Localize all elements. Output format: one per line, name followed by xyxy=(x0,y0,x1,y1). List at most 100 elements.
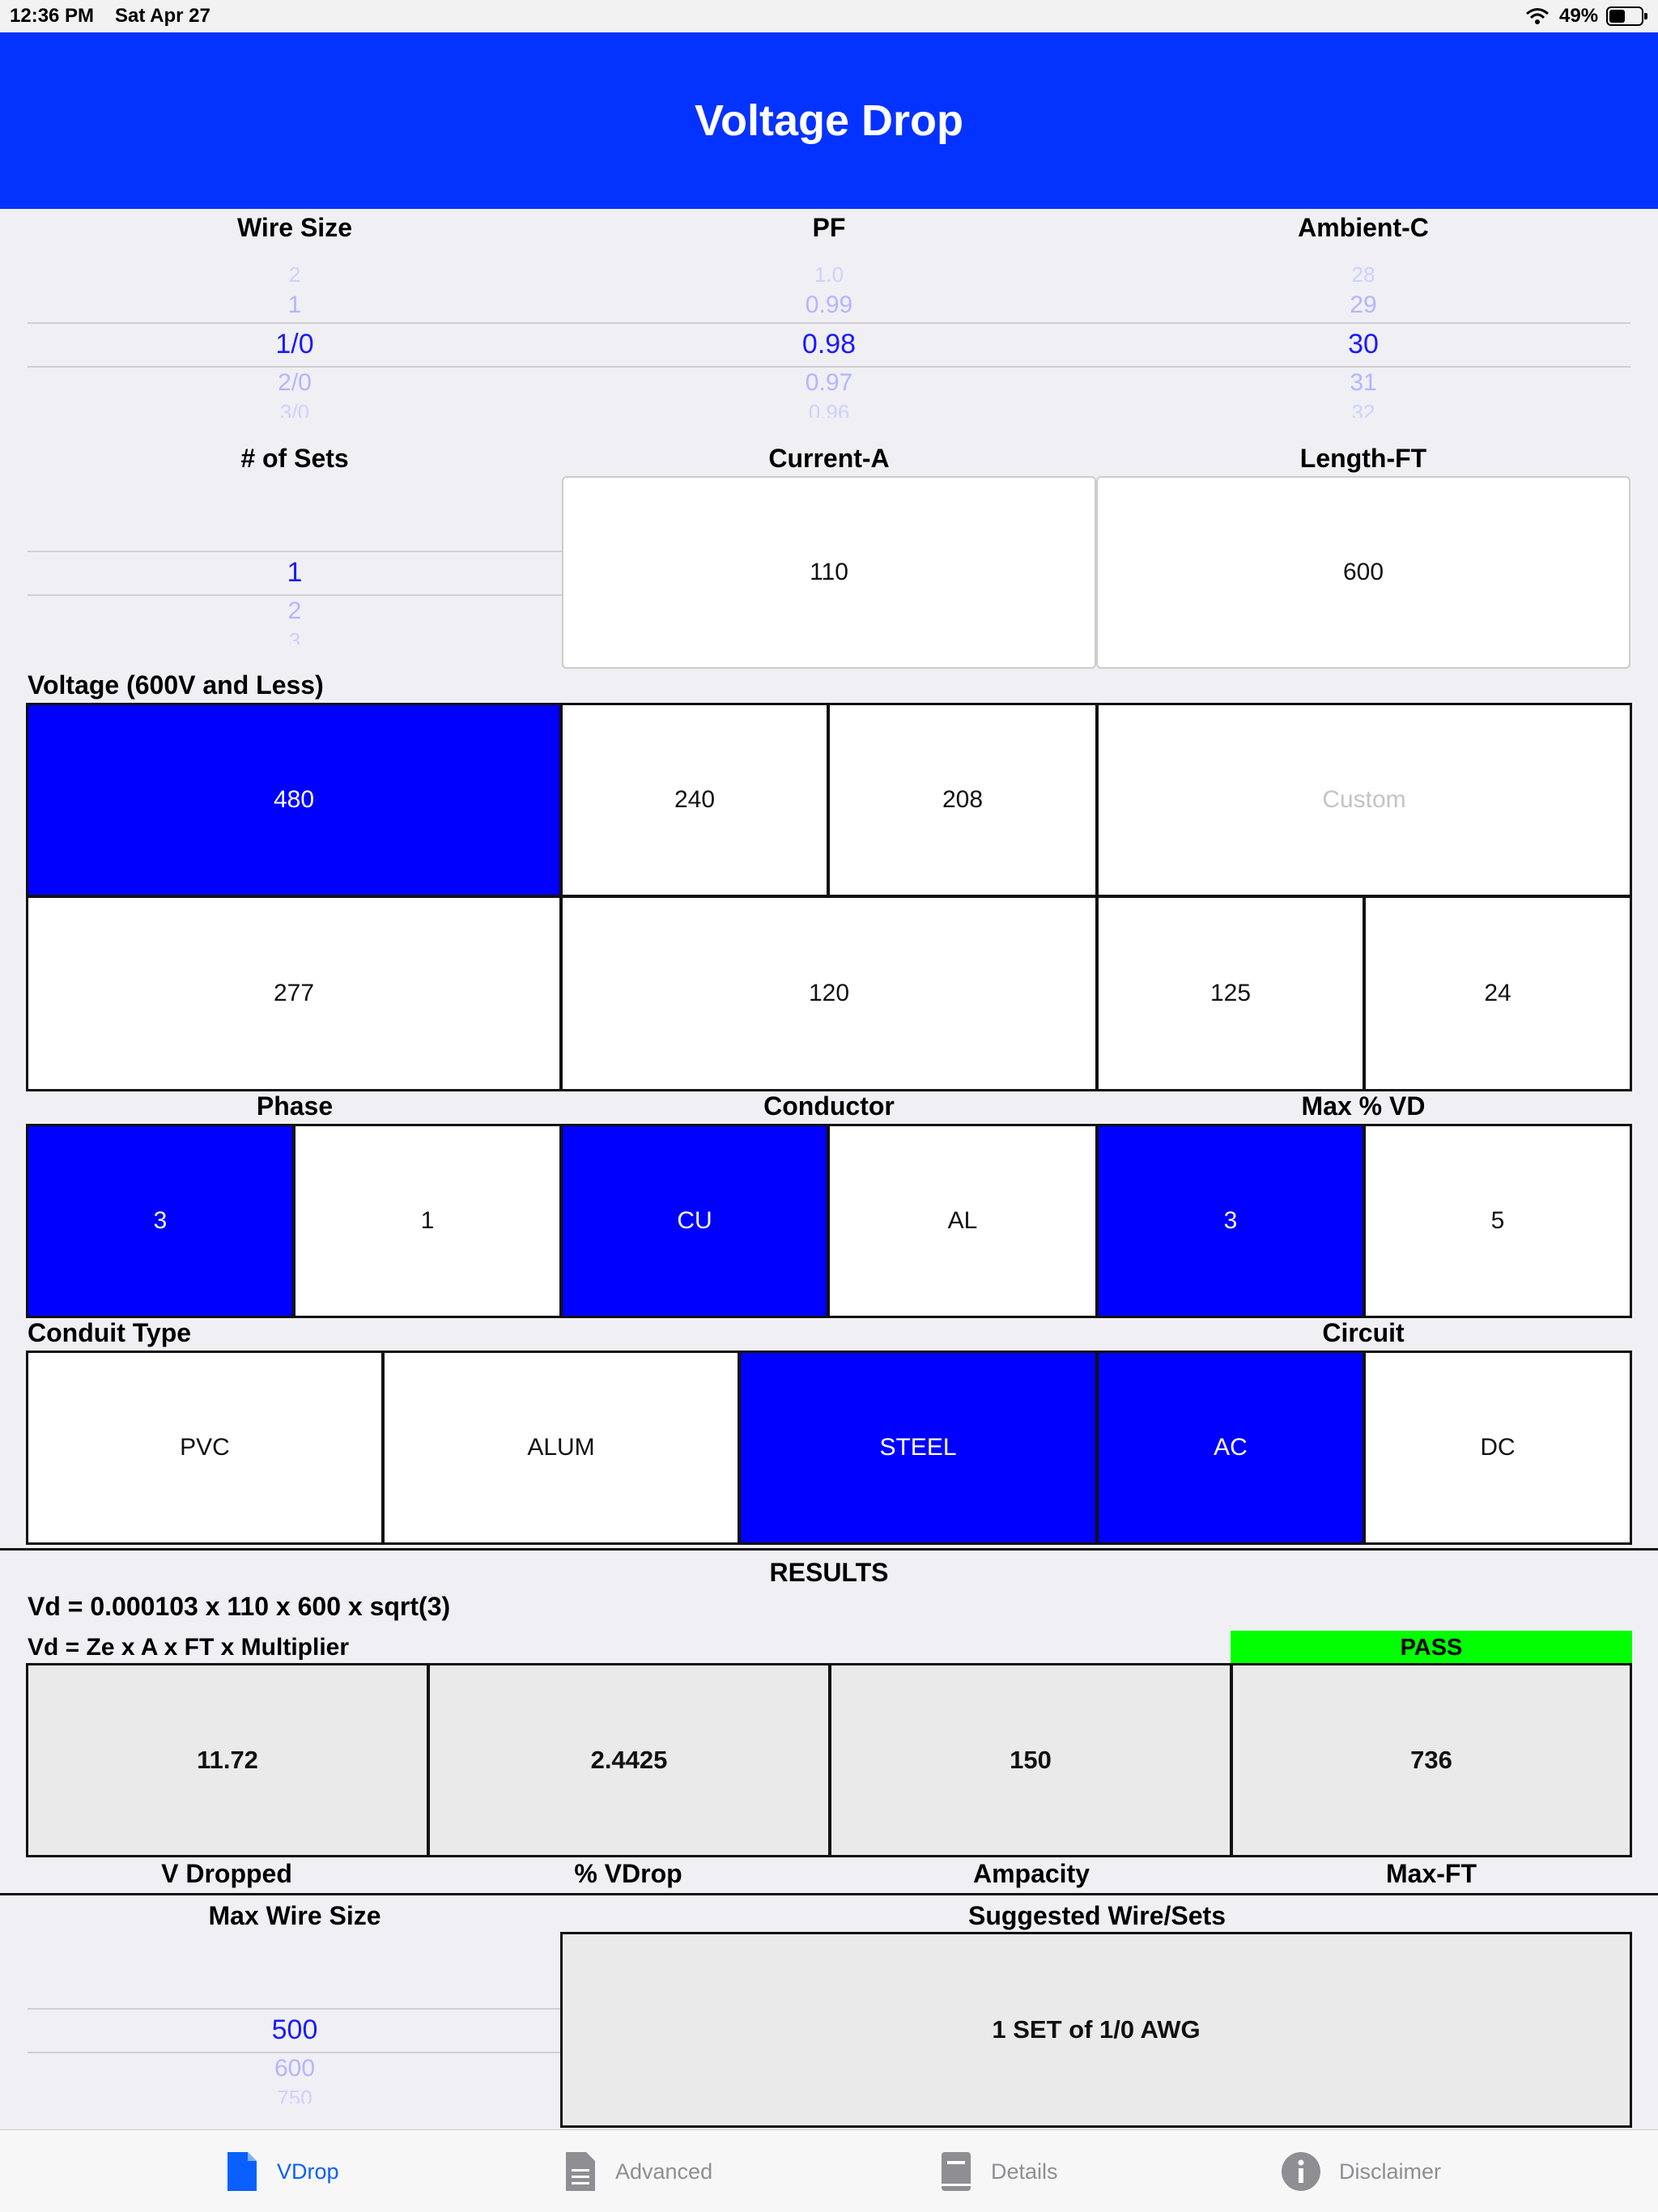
voltage-120-button[interactable]: 120 xyxy=(560,895,1098,1091)
picker-item[interactable]: 2 xyxy=(288,262,301,283)
pct-vdrop-value: 2.4425 xyxy=(427,1663,831,1857)
suggested-wire-output: 1 SET of 1/0 AWG xyxy=(560,1932,1632,2128)
current-label: Current-A xyxy=(768,444,890,473)
picker-item-selected[interactable]: 500 xyxy=(271,2014,318,2045)
voltage-480-button[interactable]: 480 xyxy=(26,703,562,897)
length-input[interactable]: 600 xyxy=(1096,476,1630,669)
divider xyxy=(0,1548,1658,1551)
document-icon xyxy=(227,2152,257,2191)
picker-item-selected[interactable]: 1 xyxy=(287,557,303,588)
picker-item[interactable]: 0.96 xyxy=(808,400,850,418)
length-value: 600 xyxy=(1342,559,1384,585)
ampacity-value: 150 xyxy=(829,1663,1232,1857)
tab-disclaimer[interactable]: Disclaimer xyxy=(1281,2131,1441,2212)
divider xyxy=(0,1893,1658,1895)
voltage-277-button[interactable]: 277 xyxy=(26,895,562,1091)
ambient-label: Ambient-C xyxy=(1298,213,1429,242)
picker-item-selected[interactable]: 1/0 xyxy=(275,329,314,359)
voltage-240-button[interactable]: 240 xyxy=(560,703,829,897)
suggested-label: Suggested Wire/Sets xyxy=(967,1901,1226,1930)
sets-picker[interactable]: 1 2 3 xyxy=(28,518,562,648)
ambient-picker[interactable]: 28 29 30 31 32 xyxy=(1096,259,1630,421)
wire-size-picker[interactable]: 2 1 1/0 2/0 3/0 xyxy=(28,259,562,421)
phase-3-button[interactable]: 3 xyxy=(26,1124,295,1318)
picker-item[interactable]: 28 xyxy=(1351,262,1375,283)
custom-voltage-input[interactable]: Custom xyxy=(1096,703,1632,897)
picker-item[interactable]: 31 xyxy=(1350,369,1377,396)
conduit-pvc-button[interactable]: PVC xyxy=(26,1351,384,1545)
button-label: 3 xyxy=(1223,1207,1238,1234)
button-label: 120 xyxy=(808,980,850,1006)
voltage-208-button[interactable]: 208 xyxy=(827,703,1098,897)
button-label: AC xyxy=(1214,1434,1248,1461)
picker-item[interactable]: 750 xyxy=(277,2086,312,2104)
phase-1-button[interactable]: 1 xyxy=(293,1124,562,1318)
picker-item[interactable]: 0.99 xyxy=(805,291,853,318)
pf-picker[interactable]: 1.0 0.99 0.98 0.97 0.96 xyxy=(562,259,1096,421)
result-value: 150 xyxy=(1010,1746,1052,1774)
conduit-steel-button[interactable]: STEEL xyxy=(738,1351,1098,1545)
picker-item[interactable]: 600 xyxy=(274,2055,316,2082)
picker-item[interactable]: 2 xyxy=(287,598,302,624)
max-vd-label: Max % VD xyxy=(1301,1091,1426,1121)
v-dropped-value: 11.72 xyxy=(26,1663,429,1857)
phase-label: Phase xyxy=(256,1091,334,1121)
current-value: 110 xyxy=(810,559,848,585)
picker-item-selected[interactable]: 0.98 xyxy=(801,329,857,359)
picker-item[interactable]: 1.0 xyxy=(814,262,844,283)
tab-bar xyxy=(0,2129,1658,2212)
voltage-24-button[interactable]: 24 xyxy=(1363,895,1632,1091)
circuit-label: Circuit xyxy=(1322,1318,1405,1347)
conductor-cu-button[interactable]: CU xyxy=(560,1124,829,1318)
voltage-label: Voltage (600V and Less) xyxy=(28,670,324,700)
results-formula-general: Vd = Ze x A x FT x Multiplier xyxy=(28,1634,350,1661)
picker-item[interactable]: 0.97 xyxy=(805,369,853,396)
page-header: Voltage Drop xyxy=(0,32,1658,209)
picker-item[interactable]: 3/0 xyxy=(279,400,310,418)
status-badge: PASS xyxy=(1231,1631,1632,1665)
suggested-value: 1 SET of 1/0 AWG xyxy=(992,2015,1201,2044)
max-ft-value: 736 xyxy=(1231,1663,1632,1857)
picker-item[interactable]: 3 xyxy=(288,628,301,644)
button-label: 125 xyxy=(1209,980,1252,1006)
circuit-dc-button[interactable]: DC xyxy=(1363,1351,1632,1545)
picker-item[interactable]: 29 xyxy=(1350,291,1377,318)
tab-details[interactable]: Details xyxy=(939,2131,1058,2212)
v-dropped-label: V Dropped xyxy=(161,1859,292,1888)
info-icon xyxy=(1282,2152,1320,2191)
picker-item[interactable]: 1 xyxy=(287,291,302,318)
picker-item[interactable]: 32 xyxy=(1351,400,1375,418)
tab-vdrop[interactable]: VDrop xyxy=(225,2131,339,2212)
current-input[interactable]: 110 xyxy=(562,476,1096,669)
tab-label: VDrop xyxy=(277,2159,339,2184)
battery-percent: 49% xyxy=(1559,5,1599,27)
button-label: CU xyxy=(677,1207,712,1234)
button-label: 240 xyxy=(674,786,716,813)
picker-item-selected[interactable]: 30 xyxy=(1348,329,1379,359)
button-label: DC xyxy=(1480,1434,1516,1461)
voltage-125-button[interactable]: 125 xyxy=(1096,895,1365,1091)
page-title: Voltage Drop xyxy=(694,96,963,145)
length-label: Length-FT xyxy=(1299,444,1427,473)
max-vd-5-button[interactable]: 5 xyxy=(1363,1124,1632,1318)
button-label: STEEL xyxy=(879,1434,957,1461)
max-wire-picker[interactable]: 500 600 750 xyxy=(28,1976,562,2105)
pf-label: PF xyxy=(812,213,846,242)
button-label: PVC xyxy=(180,1434,230,1461)
sets-label: # of Sets xyxy=(240,444,349,473)
result-value: 11.72 xyxy=(197,1746,258,1774)
result-value: 2.4425 xyxy=(590,1746,668,1774)
battery-icon xyxy=(1606,6,1647,26)
button-label: 24 xyxy=(1484,980,1511,1006)
picker-item[interactable]: 2/0 xyxy=(278,369,312,396)
tab-advanced[interactable]: Advanced xyxy=(563,2131,712,2212)
book-icon xyxy=(942,2152,971,2191)
status-bar: 12:36 PM Sat Apr 27 49% xyxy=(0,0,1658,32)
circuit-ac-button[interactable]: AC xyxy=(1096,1351,1365,1545)
conductor-al-button[interactable]: AL xyxy=(827,1124,1098,1318)
conduit-alum-button[interactable]: ALUM xyxy=(382,1351,740,1545)
document-text-icon xyxy=(566,2152,595,2191)
max-vd-3-button[interactable]: 3 xyxy=(1096,1124,1365,1318)
button-label: 480 xyxy=(273,786,315,813)
wifi-icon xyxy=(1526,8,1549,24)
